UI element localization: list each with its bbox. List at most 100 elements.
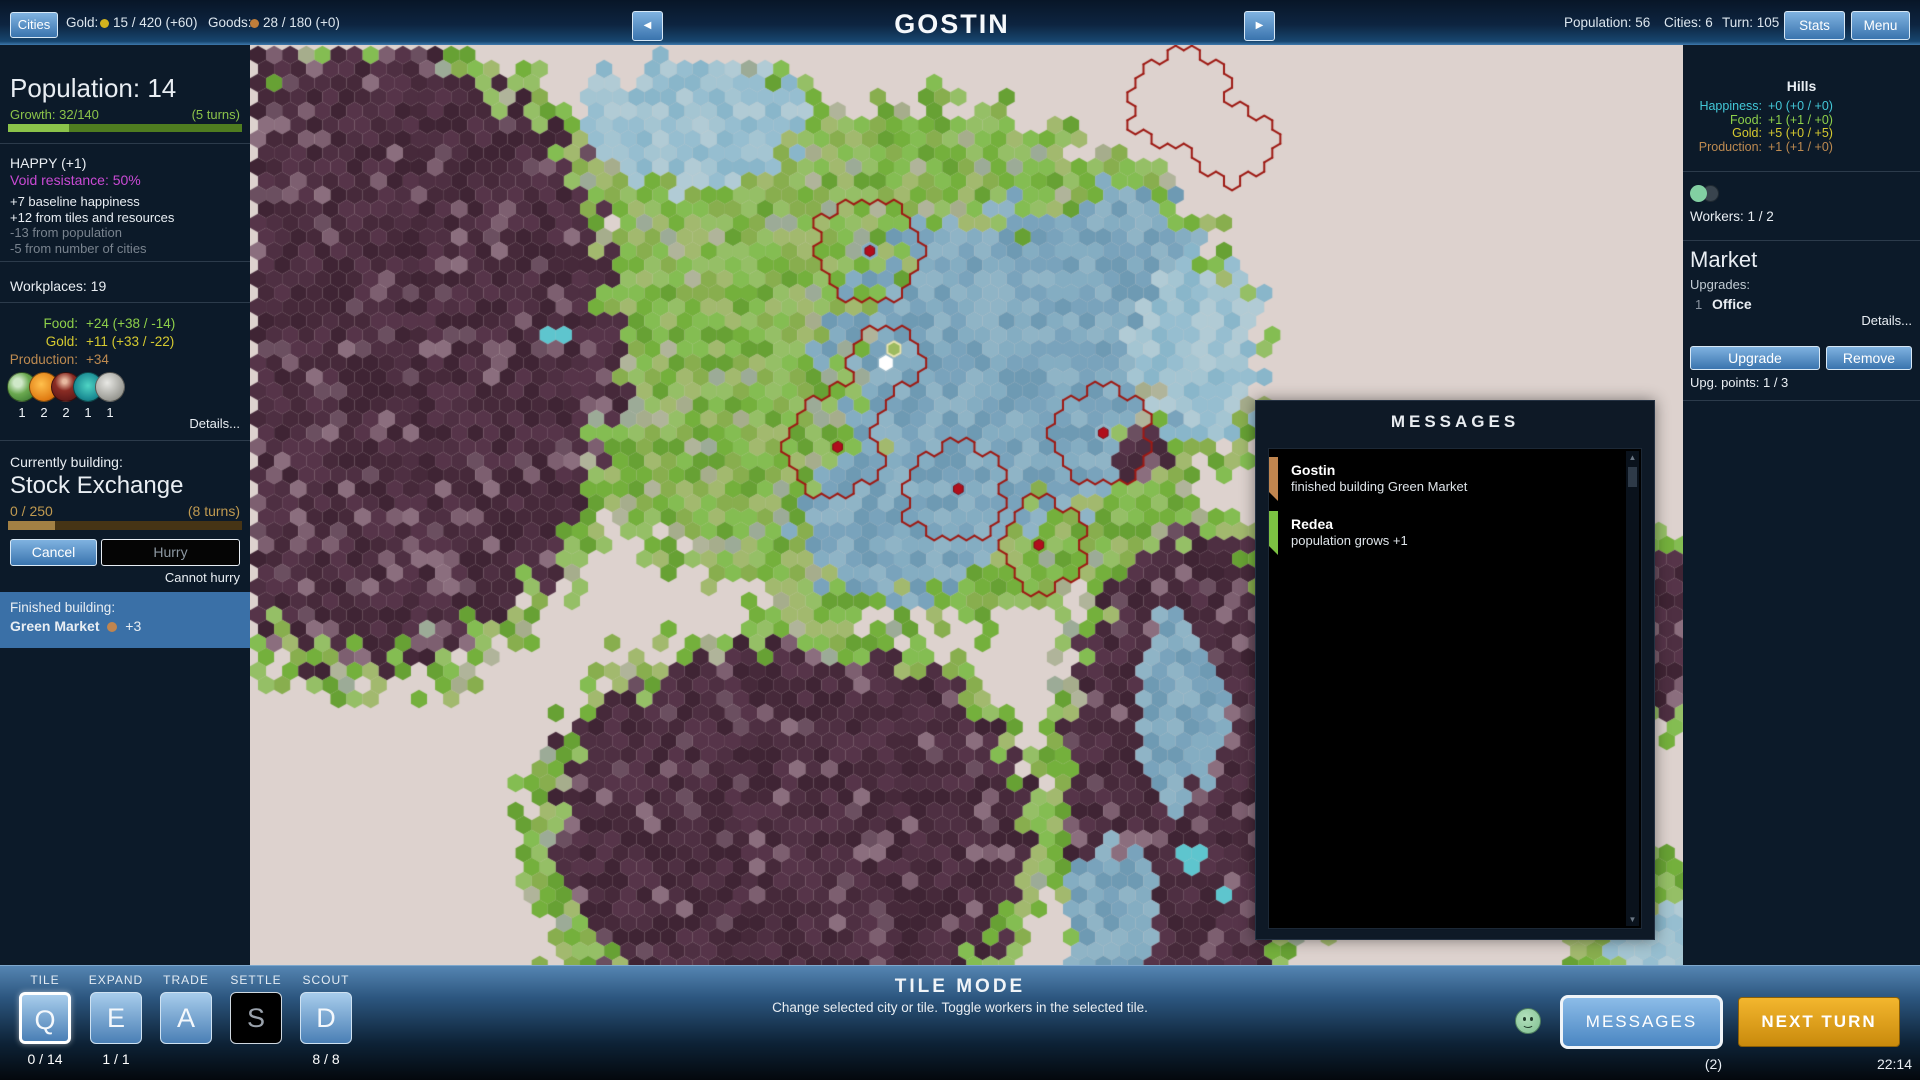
resource-count: 2 (62, 405, 70, 420)
mode-hint: Change selected city or tile. Toggle wor… (772, 1000, 1148, 1015)
scroll-up-icon[interactable]: ▲ (1628, 453, 1637, 462)
production-label: Production: (9, 352, 78, 367)
city-title: GOSTIN (894, 9, 1010, 39)
tile-building-title: Market (1690, 247, 1758, 272)
message-city: Gostin (1291, 462, 1336, 478)
workplaces: Workplaces: 19 (10, 278, 107, 294)
tile-happiness-label: Happiness: (1699, 99, 1762, 113)
pending-messages-count: (2) (1704, 1056, 1722, 1072)
mode-label-tile: TILE (30, 973, 60, 987)
growth-label: Growth: 32/140 (10, 107, 99, 122)
happiness-line: -5 from number of cities (10, 240, 147, 256)
resource-count: 1 (18, 405, 26, 420)
building-name: Stock Exchange (10, 472, 184, 499)
goods-label: Goods: (208, 15, 252, 30)
upgrade-points: Upg. points: 1 / 3 (1690, 375, 1789, 390)
messages-scrollbar[interactable]: ▲ ▼ (1626, 451, 1639, 926)
tile-production-value: +1 (+1 / +0) (1768, 139, 1833, 154)
gold-icon (96, 0, 113, 45)
tile-title: Hills (1786, 78, 1817, 94)
finished-bonus: +3 (125, 618, 142, 634)
stats-button[interactable]: Stats (1784, 11, 1845, 40)
scroll-down-icon[interactable]: ▼ (1628, 915, 1637, 924)
resource-count: 2 (40, 405, 48, 420)
bottom-bar: TILE EXPAND TRADE SETTLE SCOUT Q E A S D… (0, 965, 1920, 1080)
mode-button-tile[interactable]: Q (19, 992, 71, 1044)
message-text: finished building Green Market (1291, 479, 1468, 494)
mode-button-expand[interactable]: E (90, 992, 142, 1044)
void-resistance: Void resistance: 50% (10, 172, 141, 188)
population-total: Population: 56 (1564, 15, 1651, 30)
menu-button[interactable]: Menu (1851, 11, 1910, 40)
tile-food-label: Food: (1730, 112, 1762, 127)
mode-count-tile: 0 / 14 (27, 1051, 63, 1067)
cities-button[interactable]: Cities (10, 12, 58, 38)
tile-gold-value: +5 (+0 / +5) (1768, 126, 1833, 140)
tile-production-label: Production: (1698, 139, 1762, 154)
gold-value: 15 / 420 (+60) (113, 15, 198, 30)
mode-label-settle: SETTLE (230, 973, 282, 987)
mode-label-expand: EXPAND (88, 973, 144, 987)
message-category-tab (1269, 457, 1278, 501)
worker-slot-filled[interactable] (1690, 185, 1707, 202)
upgrade-button[interactable]: Upgrade (1690, 346, 1820, 370)
mode-button-scout[interactable]: D (300, 992, 352, 1044)
city-yields: Food: +24 (+38 / -14) Gold: +11 (+33 / -22… (0, 315, 250, 369)
finished-building-box: Finished building: Green Market +3 (0, 592, 250, 648)
hurry-button[interactable]: Hurry (101, 539, 240, 566)
messages-button[interactable]: MESSAGES (1560, 995, 1723, 1049)
mode-button-settle[interactable]: S (230, 992, 282, 1044)
happiness-smiley-icon (1515, 1008, 1541, 1034)
turn-count: Turn: 105 (1722, 15, 1780, 30)
resource-count: 1 (84, 405, 92, 420)
tile-happiness-value: +0 (+0 / +0) (1768, 99, 1833, 113)
build-bar (8, 521, 242, 530)
message-text: population grows +1 (1291, 533, 1408, 548)
growth-bar (8, 124, 242, 132)
cities-count: Cities: 6 (1664, 15, 1713, 30)
gold-value: +11 (+33 / -22) (86, 334, 175, 349)
food-value: +24 (+38 / -14) (86, 316, 176, 331)
happiness-breakdown: +7 baseline happiness +12 from tiles and… (10, 194, 174, 256)
goods-icon (107, 622, 118, 632)
gold-label: Gold: (66, 15, 99, 30)
scroll-thumb[interactable] (1628, 467, 1637, 487)
mode-label-trade: TRADE (163, 973, 209, 987)
remove-button[interactable]: Remove (1826, 346, 1912, 370)
mode-button-trade[interactable]: A (160, 992, 212, 1044)
workers-count: Workers: 1 / 2 (1690, 209, 1774, 224)
mode-count-scout: 8 / 8 (312, 1051, 340, 1067)
happiness-status: HAPPY (+1) (10, 155, 87, 171)
upgrades-label: Upgrades: (1690, 277, 1750, 292)
finished-name: Green Market (10, 618, 100, 634)
mode-count-expand: 1 / 1 (102, 1051, 130, 1067)
currently-building-label: Currently building: (10, 454, 123, 470)
resource-icon-stone[interactable] (95, 372, 125, 402)
city-panel: Population: 14 Growth: 32/140 (5 turns) … (0, 45, 250, 965)
next-city-button[interactable]: ▶ (1244, 11, 1275, 41)
tile-details-link[interactable]: Details... (1861, 313, 1912, 328)
messages-title: MESSAGES (1390, 412, 1520, 431)
message-category-tab (1269, 511, 1278, 555)
messages-window: MESSAGES Gostin finished building Green … (1255, 400, 1655, 940)
tile-stats: Happiness: +0 (+0 / +0) Food: +1 (+1 / +0)… (1683, 99, 1920, 154)
cannot-hurry-note: Cannot hurry (164, 570, 240, 585)
goods-value: 28 / 180 (+0) (263, 15, 340, 30)
gold-label: Gold: (45, 334, 78, 349)
clock: 22:14 (1876, 1056, 1912, 1072)
production-value: +34 (86, 352, 109, 367)
build-progress: 0 / 250 (10, 503, 53, 519)
message-item[interactable]: Redea population grows +1 (1269, 511, 1625, 561)
upgrade-slot-number: 1 (1695, 297, 1703, 312)
happiness-line: +12 from tiles and resources (10, 209, 175, 225)
top-bar: Cities Gold: 15 / 420 (+60) Goods: 28 / … (0, 0, 1920, 45)
happiness-line: -13 from population (10, 225, 123, 240)
growth-turns: (5 turns) (191, 107, 240, 122)
city-details-link[interactable]: Details... (189, 416, 240, 431)
cancel-button[interactable]: Cancel (10, 539, 97, 566)
tile-panel: Hills Happiness: +0 (+0 / +0) Food: +1 (+1… (1683, 45, 1920, 965)
prev-city-button[interactable]: ◀ (632, 11, 663, 41)
message-item[interactable]: Gostin finished building Green Market (1269, 457, 1625, 507)
next-turn-button[interactable]: NEXT TURN (1738, 997, 1900, 1047)
mode-title: TILE MODE (894, 976, 1026, 997)
